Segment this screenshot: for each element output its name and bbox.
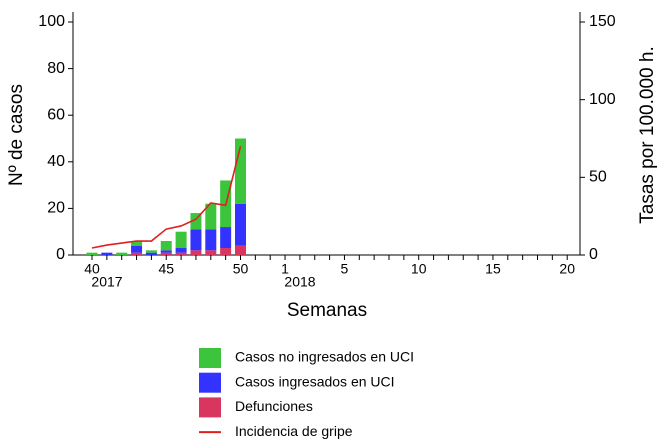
legend-label: Incidencia de gripe: [235, 423, 353, 439]
bar-segment: [175, 248, 187, 253]
bar-segment: [235, 245, 246, 255]
x-tick-label: 10: [411, 261, 427, 277]
y-tick-label: 0: [56, 246, 65, 263]
year-label: 2017: [91, 274, 122, 290]
bar-segment: [86, 252, 98, 255]
y-tick-label: 80: [47, 60, 65, 77]
bar-segment: [190, 229, 202, 251]
bar-segment: [220, 248, 232, 255]
x-tick-label: 1: [281, 261, 289, 277]
bar-segment: [145, 250, 157, 253]
bar-segment: [145, 252, 157, 255]
y2-tick-label: 50: [589, 169, 607, 186]
x-tick-label: 15: [485, 261, 501, 277]
bar-segment: [205, 250, 217, 255]
x-tick-label: 5: [341, 261, 349, 277]
y2-axis-title: Tasas por 100.000 h.: [637, 46, 658, 223]
y2-tick-label: 100: [589, 91, 616, 108]
legend-swatch: [199, 397, 221, 418]
legend-label: Defunciones: [235, 398, 313, 414]
legend-swatch: [199, 372, 221, 393]
bar-segment: [131, 252, 143, 255]
bar-segment: [205, 229, 217, 251]
legend-label: Casos ingresados en UCI: [235, 373, 395, 389]
x-tick-label: 45: [158, 261, 174, 277]
bar-segment: [235, 138, 246, 204]
y-tick-label: 20: [47, 200, 65, 217]
bar-segment: [205, 203, 217, 230]
bar-segment: [190, 213, 202, 230]
y-tick-label: 60: [47, 106, 65, 123]
bar-segment: [160, 252, 172, 255]
legend-swatch: [199, 348, 221, 368]
bar-segment: [160, 250, 172, 253]
bar-segment: [116, 252, 128, 255]
legend-label: Casos no ingresados en UCI: [235, 349, 414, 365]
y-tick-label: 100: [38, 13, 65, 30]
incidence-line: [91, 146, 242, 249]
bar-segment: [131, 245, 143, 253]
x-tick-label: 40: [84, 261, 100, 277]
x-axis-title: Semanas: [287, 300, 367, 321]
y2-tick-label: 0: [589, 246, 598, 263]
y-tick-label: 40: [47, 153, 65, 170]
bar-segment: [160, 241, 172, 251]
y-axis-title: Nº de casos: [6, 84, 27, 186]
bar-segment: [235, 203, 246, 246]
bar-segment: [101, 252, 113, 255]
bar-segment: [220, 227, 232, 249]
bar-segment: [175, 252, 187, 255]
x-tick-label: 50: [233, 261, 249, 277]
bar-segment: [190, 250, 202, 255]
bar-segment: [175, 231, 187, 249]
x-tick-label: 20: [559, 261, 575, 277]
y2-tick-label: 150: [589, 13, 616, 30]
year-label: 2018: [284, 274, 315, 290]
bar-segment: [131, 241, 143, 246]
